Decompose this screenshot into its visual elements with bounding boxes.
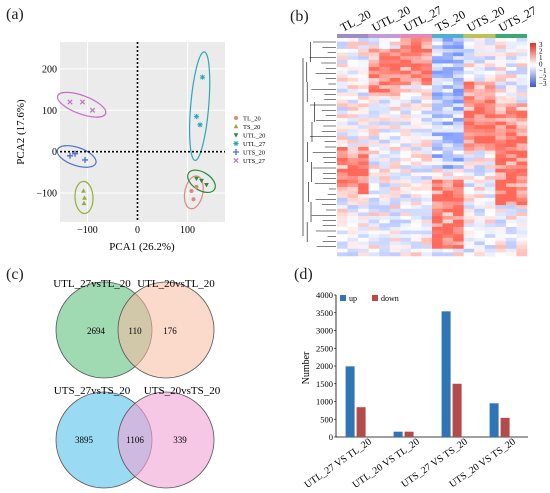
pca-x-tick-label: 100 xyxy=(180,225,195,236)
pca-y-axis-label: PCA2 (17.6%) xyxy=(15,99,27,165)
pca-legend-key-TL_20 xyxy=(234,116,238,120)
pca-legend-key-UTS_20 xyxy=(233,149,239,155)
pca-point-TL_20 xyxy=(191,197,196,202)
pca-ellipse-UTS_20 xyxy=(56,145,97,168)
pca-legend-key-TS_20 xyxy=(233,123,239,129)
pca-legend-label-TS_20: TS_20 xyxy=(243,124,260,131)
panel-label-c: (c) xyxy=(6,266,24,283)
pca-x-tick-label: 0 xyxy=(135,225,140,236)
pca-legend-label-UTL_27: UTL_27 xyxy=(243,141,266,148)
pca-legend-key-UTL_27 xyxy=(233,140,239,147)
pca-point-UTL_27 xyxy=(199,74,206,80)
panel-label-d: (d) xyxy=(294,266,313,283)
pca-point-UTS_27 xyxy=(67,99,73,105)
pca-points xyxy=(67,74,209,206)
pca-ellipses xyxy=(56,51,216,215)
pca-point-TL_20 xyxy=(189,188,194,193)
pca-ellipse-TL_20 xyxy=(183,175,204,210)
pca-ellipse-TS_20 xyxy=(74,180,94,215)
pca-point-UTS_27 xyxy=(89,107,96,113)
pca-x-axis-label: PCA1 (26.2%) xyxy=(109,241,175,253)
pca-x-tick-label: −100 xyxy=(77,225,98,236)
pca-point-UTS_20 xyxy=(82,156,88,163)
panel-label-b: (b) xyxy=(290,8,309,25)
pca-ellipse-UTS_27 xyxy=(56,91,107,118)
pca-point-TS_20 xyxy=(82,195,87,200)
pca-y-tick-label: 200 xyxy=(42,64,57,75)
panel-label-a: (a) xyxy=(6,6,24,23)
pca-point-TL_20 xyxy=(194,184,199,189)
pca-point-UTL_20 xyxy=(199,178,204,184)
pca-point-UTL_20 xyxy=(194,176,199,182)
pca-point-TS_20 xyxy=(81,200,87,206)
pca-tick-labels: −100 0 100 −100 0 100 200 xyxy=(36,64,195,236)
pca-legend-label-UTS_27: UTS_27 xyxy=(243,158,266,165)
pca-point-UTS_20 xyxy=(67,152,73,159)
pca-y-tick-label: 0 xyxy=(52,147,57,158)
pca-legend-key-UTL_20 xyxy=(233,133,239,138)
pca-point-UTS_27 xyxy=(79,99,86,105)
pca-legend-label-TL_20: TL_20 xyxy=(243,116,261,123)
pca-ellipse-UTL_27 xyxy=(188,51,211,162)
pca-legend-label-UTS_20: UTS_20 xyxy=(243,150,265,157)
pca-point-UTL_27 xyxy=(197,122,203,128)
pca-zero-lines xyxy=(60,42,225,222)
pca-point-TS_20 xyxy=(81,188,86,193)
pca-y-tick-label: −100 xyxy=(36,189,57,200)
pca-point-UTL_27 xyxy=(193,113,200,120)
pca-point-UTL_20 xyxy=(204,182,209,188)
pca-legend-label-UTL_20: UTL_20 xyxy=(243,133,265,140)
pca-point-UTS_20 xyxy=(72,150,78,157)
pca-ellipse-UTL_20 xyxy=(187,169,216,194)
pca-legend-key-UTS_27 xyxy=(233,157,239,164)
pca-y-tick-label: 100 xyxy=(42,106,57,117)
